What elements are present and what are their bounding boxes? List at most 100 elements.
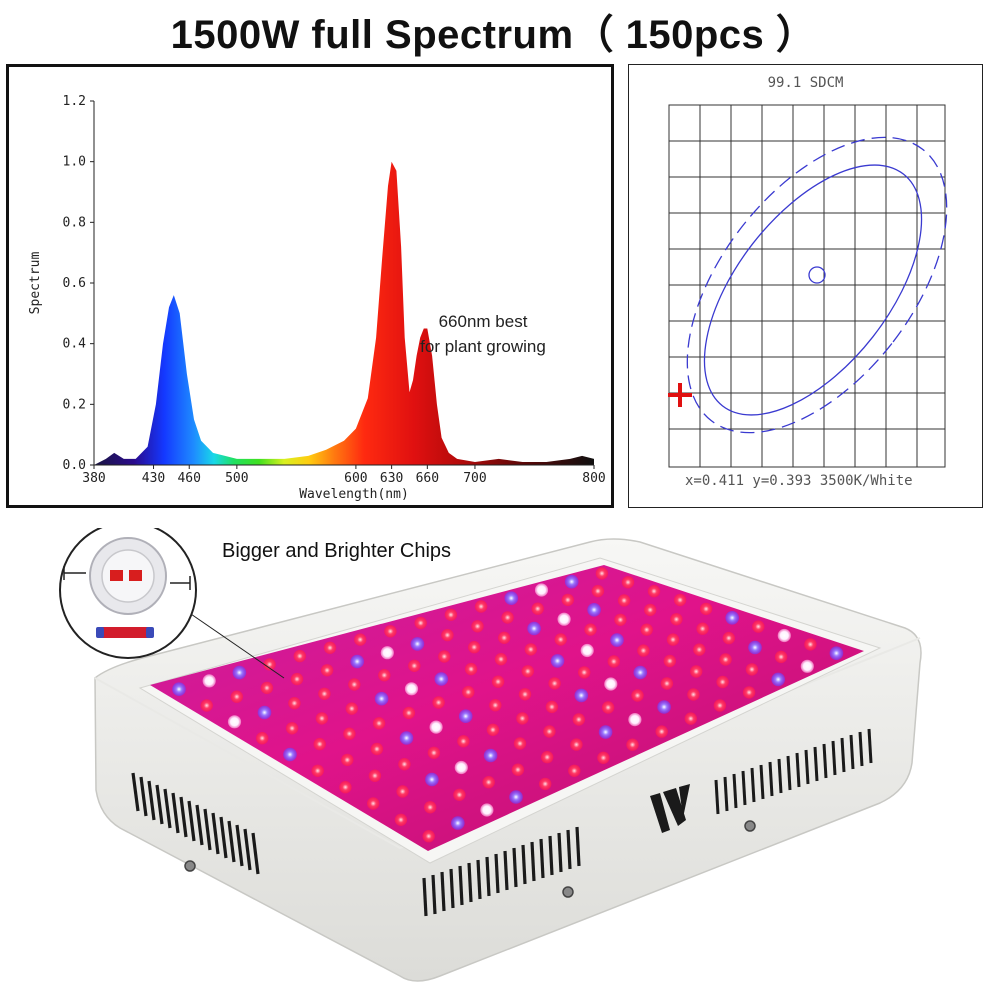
led-red (498, 631, 511, 644)
y-tick-label: 0.0 (63, 458, 86, 473)
sdcm-panel: 99.1 SDCM x=0.411 (628, 64, 983, 508)
led-red (626, 738, 639, 751)
led-red (647, 585, 661, 598)
led-red (693, 643, 706, 656)
brand-logo (650, 784, 690, 833)
led-blue (527, 621, 541, 636)
led-red (578, 666, 591, 679)
led-red (256, 732, 269, 745)
led-red (285, 722, 299, 735)
sdcm-grid (668, 104, 946, 468)
led-blue (564, 574, 579, 589)
led-red (370, 742, 384, 756)
led-red (742, 686, 756, 699)
led-red (568, 764, 581, 777)
led-blue (172, 682, 186, 696)
led-red (644, 603, 657, 617)
led-white (604, 677, 618, 691)
vent-left (131, 772, 260, 875)
vent-middle (422, 826, 581, 917)
led-red (489, 699, 502, 712)
led-red (494, 653, 508, 666)
led-red (584, 623, 597, 636)
led-red (315, 712, 329, 725)
x-tick-label: 660 (416, 471, 439, 486)
led-red (572, 713, 585, 726)
led-red (545, 700, 559, 714)
led-blue (399, 731, 414, 745)
led-red (570, 738, 583, 751)
coordinates-label: x=0.411 y=0.393 3500K/White (685, 473, 913, 489)
led-red (561, 593, 574, 607)
led-red (424, 801, 437, 814)
led-red (595, 567, 609, 580)
led-red (716, 675, 729, 689)
led-white (777, 628, 791, 643)
led-red (414, 616, 427, 630)
led-blue (574, 688, 589, 703)
sdcm-outer-ellipse (686, 136, 948, 434)
led-red (699, 602, 713, 616)
led-red (722, 631, 735, 645)
led-red (713, 699, 727, 712)
led-red (637, 644, 650, 657)
led-red (539, 777, 552, 791)
led-white (557, 612, 571, 626)
led-red (323, 641, 337, 654)
led-red (368, 769, 382, 782)
led-red (372, 717, 386, 730)
sdcm-inner-ellipse (703, 164, 923, 416)
target-point-circle (808, 266, 826, 284)
led-red (263, 658, 276, 671)
led-red (684, 712, 697, 725)
led-blue (283, 747, 297, 762)
led-red (531, 602, 544, 615)
led-red (320, 664, 334, 677)
led-blue (483, 748, 498, 763)
led-red (482, 776, 495, 789)
led-red (524, 643, 537, 656)
led-red (408, 659, 421, 672)
led-red (343, 727, 356, 740)
led-red (396, 785, 409, 798)
led-red (290, 672, 304, 686)
led-red (441, 628, 454, 642)
led-red (548, 677, 561, 690)
led-red (617, 594, 631, 607)
callout-line (187, 611, 285, 679)
led-red (384, 625, 397, 638)
led-blue (232, 665, 247, 680)
led-red (394, 813, 408, 826)
led-blue (550, 654, 565, 668)
y-tick-label: 1.2 (63, 94, 86, 109)
led-red (313, 737, 326, 751)
led-red (462, 685, 475, 699)
led-red (511, 763, 525, 776)
screws (184, 820, 756, 898)
led-red (516, 712, 529, 725)
page-title: 1500W full Spectrum（ 150pcs ） (170, 13, 817, 57)
led-red (354, 633, 367, 646)
x-tick-label: 630 (380, 471, 403, 486)
led-blue (451, 816, 465, 830)
y-tick-label: 0.8 (63, 215, 86, 230)
led-red (453, 788, 466, 801)
led-red (591, 584, 605, 598)
led-white (800, 659, 814, 673)
led-white (380, 646, 394, 660)
led-red (427, 746, 441, 759)
y-tick-label: 0.4 (63, 337, 87, 352)
led-red (230, 690, 243, 703)
chip-zoom-inset (59, 528, 197, 659)
y-tick-label: 0.2 (63, 397, 86, 412)
led-blue (434, 672, 449, 686)
x-tick-label: 460 (177, 471, 200, 486)
led-red (378, 669, 391, 682)
led-red (367, 797, 380, 810)
x-tick-label: 700 (463, 471, 486, 486)
led-red (666, 633, 680, 646)
led-red (288, 697, 301, 710)
led-red (696, 622, 709, 635)
measured-point-icon (668, 383, 692, 407)
led-red (745, 663, 759, 676)
